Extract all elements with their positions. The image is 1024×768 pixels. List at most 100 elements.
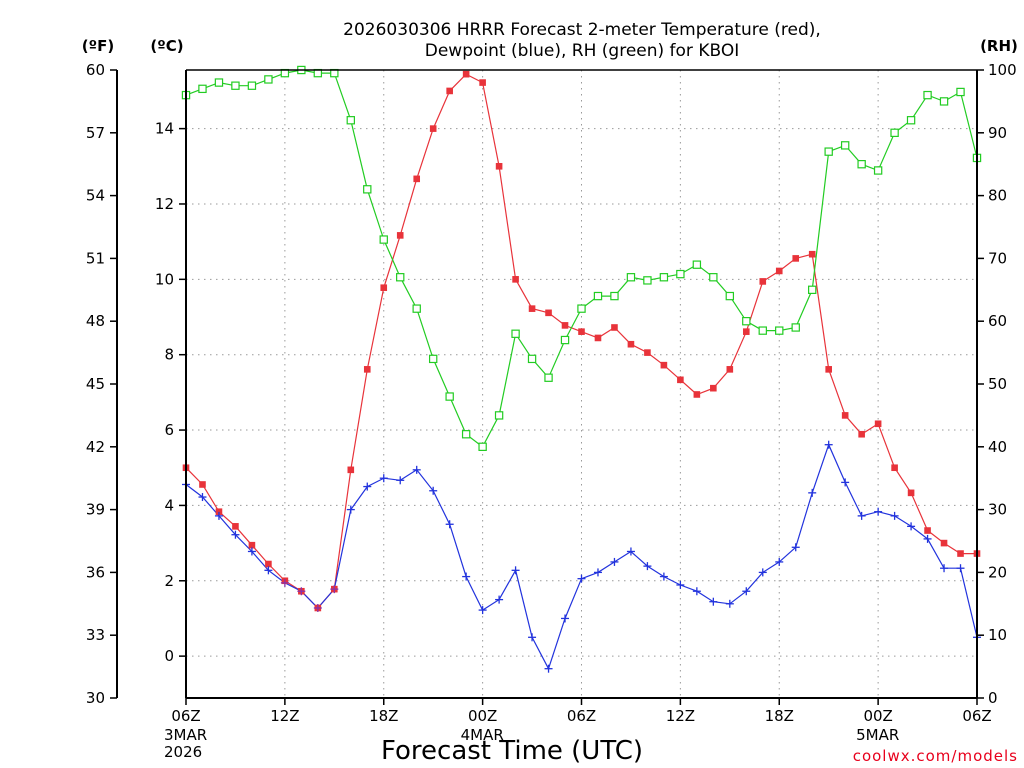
rh-point	[709, 273, 718, 282]
x-tick-label: 18Z	[369, 707, 398, 725]
temperature-point	[429, 125, 437, 132]
rh-point	[692, 260, 702, 269]
temperature-point	[462, 70, 470, 78]
x-tick-label: 06Z	[567, 707, 596, 725]
rh-tick-label: 100	[988, 61, 1017, 79]
temperature-point	[792, 255, 800, 262]
dewpoint-point	[874, 507, 883, 516]
temperature-point	[611, 324, 618, 331]
dewpoint-point	[610, 557, 619, 566]
dewpoint-point	[577, 574, 586, 583]
temperature-point	[578, 328, 585, 335]
rh-point	[725, 291, 735, 301]
rh-point	[396, 273, 405, 282]
rh-point	[775, 326, 784, 335]
x-tick-label: 00Z	[863, 707, 892, 725]
axes-layer: 30 33 36 39 42 45 48 51 54 57 60 0 2 4 6 8 10 12 14 0 10 20 30…	[86, 61, 1017, 761]
rh-point	[428, 354, 438, 364]
rh-point	[840, 141, 850, 150]
dewpoint-point	[709, 597, 718, 606]
fahrenheit-tick-label: 45	[86, 375, 105, 393]
temperature-point	[726, 366, 734, 373]
temperature-point	[413, 175, 421, 183]
rh-point	[742, 317, 751, 326]
dewpoint-point	[264, 566, 273, 575]
fahrenheit-tick-label: 54	[86, 187, 105, 205]
dewpoint-point	[313, 603, 322, 612]
celsius-tick-label: 12	[155, 195, 174, 213]
temperature-point	[561, 322, 569, 329]
x-tick-label: 06Z	[962, 707, 991, 725]
source-credit: coolwx.com/models	[853, 747, 1018, 765]
rh-point	[643, 276, 652, 285]
dewpoint-point	[396, 476, 405, 485]
rh-point	[445, 392, 454, 401]
dewpoint-point	[198, 493, 207, 502]
fahrenheit-tick-label: 57	[86, 124, 105, 142]
dewpoint-point	[775, 557, 784, 566]
dewpoint-point	[462, 572, 471, 581]
dewpoint-point	[725, 599, 734, 608]
rh-tick-label: 30	[988, 501, 1007, 519]
chart-title-line1: 2026030306 HRRR Forecast 2-meter Tempera…	[343, 20, 821, 40]
x-tick-label: 12Z	[666, 707, 695, 725]
rh-tick-label: 90	[988, 124, 1007, 142]
temperature-point	[644, 349, 651, 356]
celsius-unit-label: (ºC)	[150, 37, 183, 55]
temperature-point	[957, 550, 964, 557]
temperature-point	[380, 284, 388, 292]
dewpoint-point	[626, 547, 635, 556]
dewpoint-point	[511, 566, 520, 575]
x-date-label: 4MAR	[461, 726, 504, 744]
dewpoint-point	[890, 511, 899, 520]
temperature-point	[660, 361, 668, 369]
temperature-point	[693, 391, 701, 398]
dewpoint-point	[692, 587, 701, 596]
x-date-label: 5MAR	[856, 726, 899, 744]
rh-point	[626, 273, 636, 282]
dewpoint-point	[808, 488, 817, 497]
temperature-point	[232, 523, 239, 530]
rh-point	[346, 116, 355, 125]
temperature-point	[874, 420, 882, 428]
rh-point	[478, 442, 487, 452]
celsius-tick-label: 6	[164, 421, 174, 439]
celsius-tick-label: 4	[164, 496, 174, 514]
rh-tick-label: 70	[988, 249, 1007, 267]
dewpoint-point	[676, 580, 685, 589]
x-tick-label: 00Z	[468, 707, 497, 725]
temperature-point	[363, 366, 371, 373]
rh-point	[890, 128, 899, 137]
rh-tick-label: 20	[988, 563, 1007, 581]
dewpoint-point	[643, 562, 652, 571]
rh-point	[923, 90, 932, 100]
x-tick-label: 12Z	[270, 707, 299, 725]
dewpoint-point	[495, 595, 504, 604]
fahrenheit-tick-label: 51	[86, 249, 105, 267]
temperature-point	[940, 539, 948, 547]
dewpoint-point	[528, 633, 537, 642]
grid-lines	[186, 70, 977, 698]
rh-tick-label: 40	[988, 438, 1007, 456]
rh-point	[758, 326, 767, 335]
rh-point	[956, 87, 965, 97]
dewpoint-point	[791, 543, 800, 552]
rh-point	[527, 354, 537, 364]
dewpoint-point	[544, 664, 553, 673]
rh-point	[808, 285, 817, 295]
temperature-point	[396, 232, 404, 239]
rh-point	[873, 166, 883, 175]
rh-point	[676, 269, 685, 279]
fahrenheit-tick-label: 39	[86, 501, 105, 519]
rh-tick-label: 10	[988, 626, 1007, 644]
temperature-point	[808, 250, 816, 258]
temperature-point	[858, 430, 865, 438]
rh-point	[593, 291, 603, 301]
dewpoint-point	[659, 572, 668, 581]
fahrenheit-tick-label: 30	[86, 689, 105, 707]
x-axis-title: Forecast Time (UTC)	[381, 736, 643, 766]
fahrenheit-tick-label: 36	[86, 563, 105, 581]
dewpoint-point	[841, 478, 850, 487]
